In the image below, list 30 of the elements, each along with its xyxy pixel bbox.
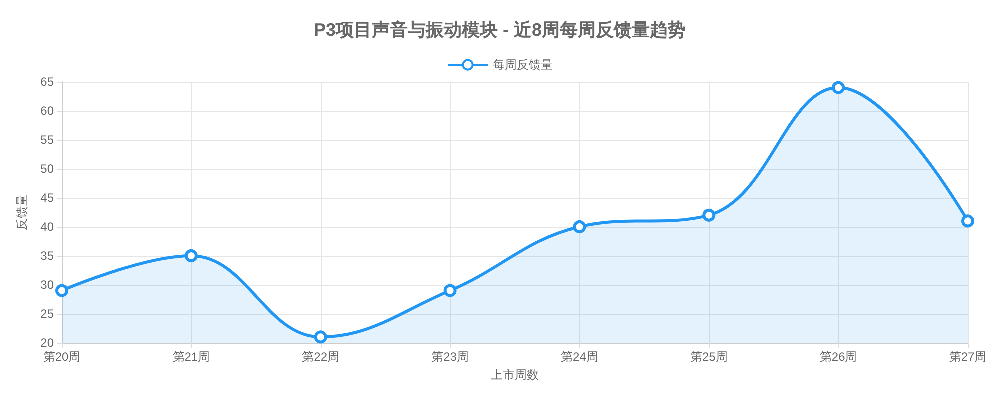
y-tick-label: 65 — [40, 75, 54, 89]
x-tick-label: 第23周 — [432, 350, 469, 364]
x-tick-label: 第25周 — [690, 350, 728, 364]
point — [184, 250, 198, 262]
point — [314, 330, 328, 344]
x-tick-label: 第26周 — [820, 350, 858, 364]
point — [962, 214, 974, 228]
y-tick-label: 55 — [40, 133, 54, 147]
x-tick-label: 第22周 — [302, 350, 340, 364]
x-tick-label: 第20周 — [43, 350, 81, 364]
x-tick-label: 第21周 — [172, 350, 210, 364]
x-axis-title: 上市周数 — [491, 368, 539, 382]
x-tick-label: 第24周 — [561, 350, 598, 364]
y-tick-label: 35 — [40, 249, 54, 263]
y-tick-label: 20 — [40, 336, 54, 350]
point — [56, 284, 68, 298]
y-axis-title: 反馈量 — [15, 194, 29, 230]
point — [702, 208, 716, 222]
y-tick-label: 25 — [40, 307, 54, 321]
y-tick-label: 40 — [40, 220, 54, 234]
y-tick-label: 30 — [40, 278, 54, 292]
legend-label: 每周反馈量 — [493, 58, 553, 72]
point — [832, 81, 846, 94]
y-tick-label: 60 — [40, 104, 54, 118]
y-tick-label: 45 — [40, 191, 54, 205]
chart-title: P3项目声音与振动模块 - 近8周每周反馈量趋势 — [314, 20, 686, 40]
point — [444, 284, 457, 298]
point — [573, 220, 586, 234]
x-tick-label: 第27周 — [949, 350, 987, 364]
y-tick-label: 50 — [40, 162, 54, 176]
